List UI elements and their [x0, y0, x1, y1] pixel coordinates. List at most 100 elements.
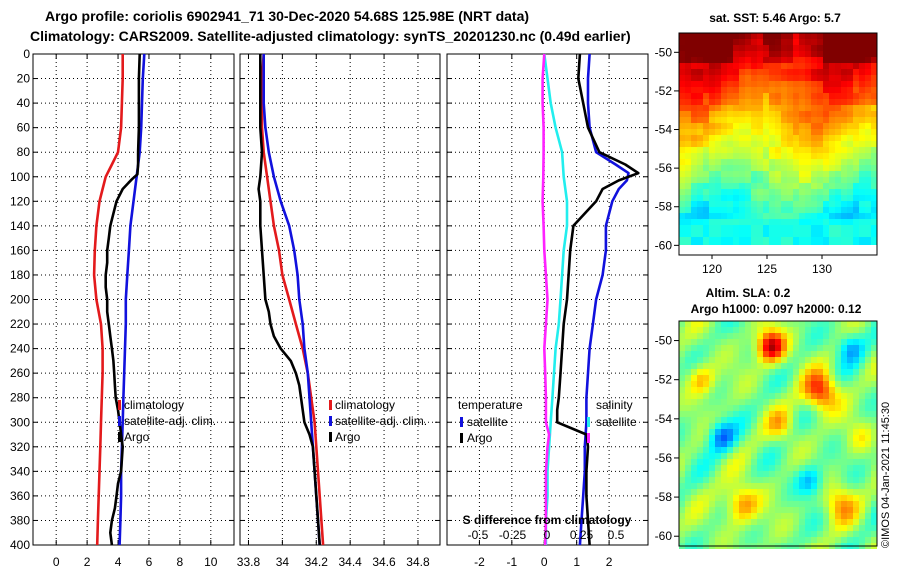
map-cell — [805, 219, 811, 225]
map-cell — [865, 435, 871, 441]
secondary-x-tick-label: 0.25 — [570, 528, 594, 542]
map-cell — [745, 99, 751, 105]
map-cell — [697, 381, 703, 387]
map-cell — [823, 435, 829, 441]
map-cell — [859, 345, 865, 351]
map-cell — [709, 69, 715, 75]
map-cell — [811, 453, 817, 459]
map-cell — [763, 99, 769, 105]
map-cell — [835, 69, 841, 75]
map-cell — [835, 525, 841, 531]
map-cell — [763, 471, 769, 477]
map-cell — [769, 111, 775, 117]
map-cell — [847, 459, 853, 465]
map-cell — [823, 417, 829, 423]
map-cell — [799, 507, 805, 513]
map-cell — [853, 477, 859, 483]
map-cell — [763, 357, 769, 363]
map-cell — [745, 225, 751, 231]
map-cell — [787, 99, 793, 105]
map-cell — [769, 33, 775, 39]
map-cell — [727, 501, 733, 507]
map-cell — [865, 69, 871, 75]
map-cell — [715, 81, 721, 87]
map-cell — [769, 75, 775, 81]
map-cell — [739, 513, 745, 519]
map-cell — [727, 207, 733, 213]
map-cell — [709, 363, 715, 369]
map-cell — [721, 447, 727, 453]
map-cell — [685, 189, 691, 195]
map-cell — [823, 495, 829, 501]
map-cell — [709, 465, 715, 471]
map-cell — [793, 465, 799, 471]
map-cell — [751, 153, 757, 159]
map-cell — [679, 453, 685, 459]
map-cell — [727, 357, 733, 363]
map-cell — [757, 129, 763, 135]
map-cell — [841, 423, 847, 429]
map-cell — [739, 231, 745, 237]
map-cell — [829, 333, 835, 339]
map-cell — [871, 93, 877, 99]
map-cell — [811, 501, 817, 507]
map-cell — [811, 171, 817, 177]
map-cell — [727, 375, 733, 381]
x-tick-label: 8 — [177, 555, 184, 569]
map-cell — [751, 69, 757, 75]
map-cell — [793, 87, 799, 93]
map-cell — [847, 489, 853, 495]
map-cell — [787, 477, 793, 483]
map-cell — [841, 405, 847, 411]
map-cell — [841, 129, 847, 135]
map-cell — [835, 45, 841, 51]
map-cell — [829, 33, 835, 39]
map-cell — [865, 333, 871, 339]
map-cell — [757, 237, 763, 243]
map-cell — [763, 513, 769, 519]
map-cell — [841, 63, 847, 69]
map-cell — [775, 453, 781, 459]
map-cell — [829, 483, 835, 489]
map-cell — [799, 501, 805, 507]
map-cell — [799, 393, 805, 399]
map-cell — [685, 81, 691, 87]
map-cell — [745, 111, 751, 117]
map-cell — [769, 117, 775, 123]
map-cell — [721, 369, 727, 375]
map-cell — [793, 381, 799, 387]
map-cell — [817, 435, 823, 441]
map-cell — [703, 129, 709, 135]
map-cell — [817, 447, 823, 453]
map-cell — [733, 519, 739, 525]
map-cell — [715, 357, 721, 363]
map-cell — [781, 489, 787, 495]
map-cell — [769, 525, 775, 531]
map-cell — [799, 375, 805, 381]
map-cell — [823, 375, 829, 381]
map-cell — [769, 69, 775, 75]
map-cell — [853, 63, 859, 69]
map-cell — [859, 477, 865, 483]
map-cell — [829, 153, 835, 159]
map-cell — [679, 531, 685, 537]
map-cell — [775, 75, 781, 81]
map-cell — [811, 201, 817, 207]
map-cell — [757, 171, 763, 177]
map-x-tick-label: 120 — [702, 262, 722, 276]
map-cell — [811, 393, 817, 399]
map-cell — [853, 165, 859, 171]
map-cell — [793, 225, 799, 231]
map-cell — [751, 465, 757, 471]
map-cell — [727, 129, 733, 135]
map-cell — [847, 87, 853, 93]
map-cell — [721, 435, 727, 441]
legend-swatch-sal-argo — [587, 433, 590, 443]
map-cell — [829, 363, 835, 369]
map-cell — [757, 81, 763, 87]
map-cell — [859, 519, 865, 525]
map-cell — [817, 57, 823, 63]
map-cell — [871, 207, 877, 213]
map-cell — [787, 531, 793, 537]
map-cell — [805, 357, 811, 363]
